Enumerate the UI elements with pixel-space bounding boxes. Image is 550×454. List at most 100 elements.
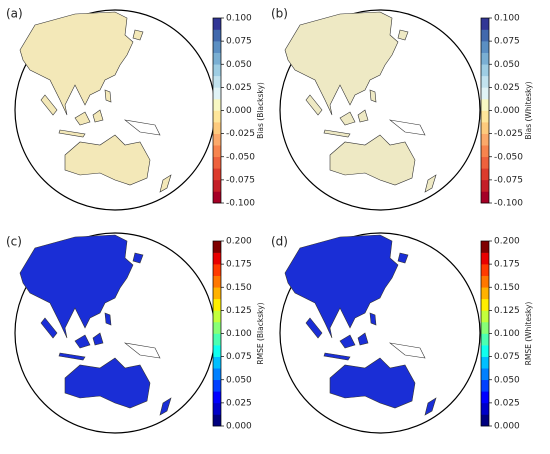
- colorbar-segment: [481, 110, 489, 123]
- colorbar-segment: [213, 191, 221, 204]
- colorbar-segment: [213, 133, 221, 146]
- colorbar-segment: [213, 356, 221, 369]
- colorbar-segment: [213, 110, 221, 123]
- colorbar-segment: [213, 64, 221, 77]
- colorbar-segment: [213, 41, 221, 53]
- colorbar-segment: [481, 29, 489, 42]
- colorbar-segment: [213, 264, 221, 276]
- colorbar-segment: [213, 402, 221, 415]
- colorbar-segment: [213, 156, 221, 169]
- colorbar-segment: [481, 168, 489, 181]
- colorbar-segment: [213, 414, 221, 427]
- colorbar-segment: [213, 75, 221, 88]
- colorbar-tick-label: 0.075: [494, 37, 520, 47]
- colorbar-segment: [481, 191, 489, 204]
- panel-label: (b): [271, 7, 288, 21]
- colorbar-tick-label: 0.025: [494, 83, 520, 93]
- colorbar-tick-label: 0.200: [494, 237, 520, 247]
- colorbar-tick-label: -0.025: [226, 129, 255, 139]
- colorbar-segment: [481, 310, 489, 323]
- colorbar-tick-label: -0.075: [226, 175, 255, 185]
- colorbar-segment: [481, 391, 489, 404]
- colorbar-tick-label: 0.025: [494, 398, 520, 408]
- colorbar-segment: [481, 287, 489, 300]
- colorbar-tick-label: 0.025: [226, 398, 252, 408]
- colorbar-segment: [213, 391, 221, 404]
- colorbar-tick-label: 0.175: [494, 260, 520, 270]
- colorbar-segment: [213, 275, 221, 288]
- colorbar-tick-label: 0.100: [226, 14, 252, 24]
- colorbar-tick-label: 0.000: [494, 106, 520, 116]
- colorbar-segment: [213, 145, 221, 158]
- colorbar-segment: [481, 333, 489, 346]
- colorbar-tick-label: 0.000: [226, 106, 252, 116]
- colorbar-tick-label: 0.200: [226, 237, 252, 247]
- panel-label: (c): [6, 235, 22, 249]
- panel-label: (d): [271, 235, 288, 249]
- colorbar-segment: [213, 310, 221, 323]
- colorbar-tick-label: 0.050: [226, 60, 252, 70]
- colorbar-segment: [481, 133, 489, 146]
- colorbar-tick-label: 0.075: [226, 37, 252, 47]
- panel-label: (a): [6, 7, 23, 21]
- colorbar-segment: [481, 145, 489, 158]
- colorbar-segment: [213, 321, 221, 334]
- colorbar-tick-label: 0.125: [494, 306, 520, 316]
- colorbar-tick-label: 0.075: [494, 352, 520, 362]
- colorbar-segment: [481, 52, 489, 65]
- colorbar-segment: [481, 414, 489, 427]
- colorbar-segment: [481, 356, 489, 369]
- colorbar-tick-label: -0.100: [494, 199, 523, 209]
- colorbar-segment: [481, 321, 489, 334]
- colorbar-segment: [481, 41, 489, 53]
- colorbar-tick-label: -0.050: [494, 152, 523, 162]
- colorbar-label: RMSE (Blacksky): [256, 302, 265, 364]
- colorbar-tick-label: 0.050: [494, 60, 520, 70]
- colorbar-segment: [481, 368, 489, 381]
- colorbar-segment: [481, 18, 489, 30]
- colorbar-tick-label: 0.050: [494, 375, 520, 385]
- colorbar-segment: [213, 29, 221, 42]
- colorbar-segment: [213, 252, 221, 265]
- colorbar-segment: [213, 241, 221, 253]
- colorbar-segment: [213, 333, 221, 346]
- colorbar-segment: [481, 379, 489, 392]
- colorbar-segment: [213, 368, 221, 381]
- colorbar-tick-label: 0.000: [226, 422, 252, 432]
- colorbar-tick-label: 0.100: [226, 329, 252, 339]
- colorbar-tick-label: 0.000: [494, 422, 520, 432]
- colorbar-tick-label: 0.175: [226, 260, 252, 270]
- colorbar-segment: [213, 298, 221, 311]
- colorbar-segment: [213, 52, 221, 65]
- colorbar-segment: [213, 98, 221, 111]
- colorbar-tick-label: 0.100: [494, 14, 520, 24]
- colorbar-segment: [481, 64, 489, 77]
- colorbar-tick-label: 0.125: [226, 306, 252, 316]
- colorbar-tick-label: 0.150: [226, 283, 252, 293]
- colorbar-label: Bias (Blacksky): [256, 82, 265, 139]
- colorbar-segment: [213, 179, 221, 192]
- colorbar-segment: [213, 287, 221, 300]
- colorbar-segment: [481, 264, 489, 276]
- colorbar-label: Bias (Whitesky): [524, 81, 533, 139]
- colorbar-segment: [481, 241, 489, 253]
- colorbar-segment: [213, 345, 221, 357]
- colorbar-segment: [481, 179, 489, 192]
- colorbar-tick-label: -0.050: [226, 152, 255, 162]
- colorbar-segment: [213, 87, 221, 100]
- colorbar-segment: [213, 122, 221, 134]
- colorbar-segment: [481, 87, 489, 100]
- colorbar-segment: [481, 345, 489, 357]
- colorbar-segment: [481, 275, 489, 288]
- colorbar-segment: [481, 122, 489, 134]
- colorbar-tick-label: 0.050: [226, 375, 252, 385]
- colorbar-segment: [213, 379, 221, 392]
- colorbar-segment: [481, 402, 489, 415]
- colorbar-segment: [481, 156, 489, 169]
- colorbar-tick-label: 0.100: [494, 329, 520, 339]
- colorbar-segment: [481, 298, 489, 311]
- colorbar-segment: [213, 168, 221, 181]
- colorbar-tick-label: -0.075: [494, 175, 523, 185]
- colorbar-tick-label: 0.150: [494, 283, 520, 293]
